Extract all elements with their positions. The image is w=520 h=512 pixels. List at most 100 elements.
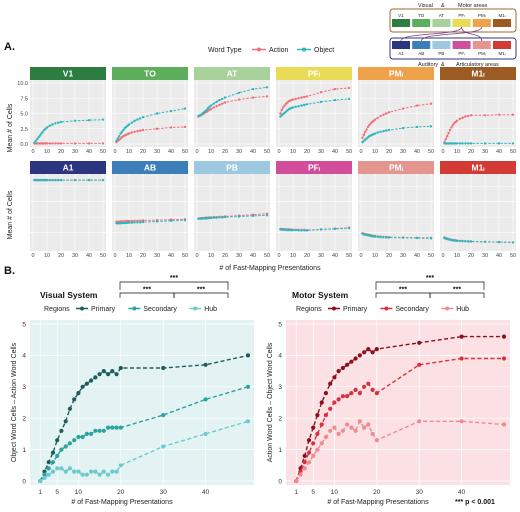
facet-line-action bbox=[116, 218, 186, 223]
facet-point-object bbox=[455, 239, 459, 243]
facet-point-object bbox=[183, 107, 187, 110]
panel-b-point-hub bbox=[42, 475, 47, 480]
facet-point-action bbox=[365, 128, 368, 131]
panel-b-legend-label-1: Secondary bbox=[143, 306, 177, 313]
facet-line-object bbox=[33, 119, 104, 144]
panel-b-point-primary bbox=[340, 365, 345, 371]
panel-b-point-secondary bbox=[118, 425, 123, 430]
panel-b-point-primary bbox=[417, 340, 422, 345]
panel-b-point-primary bbox=[97, 372, 102, 377]
facet-xtick: 50 bbox=[346, 149, 352, 155]
panel-b-point-primary bbox=[110, 369, 115, 374]
inset-label-bottom-5: M1ᵢ bbox=[499, 51, 506, 56]
facet-point-object bbox=[297, 229, 300, 232]
panel-b-point-hub bbox=[76, 469, 81, 474]
sig-bracket-left bbox=[375, 292, 431, 298]
facet-point-object bbox=[303, 103, 306, 107]
facet-point-object bbox=[401, 126, 405, 130]
facet-point-action bbox=[319, 91, 323, 94]
facet-point-action bbox=[483, 114, 487, 117]
facet-point-object bbox=[141, 220, 145, 224]
facet-point-object bbox=[237, 91, 241, 95]
facet-point-action bbox=[279, 112, 282, 115]
panel-b-point-secondary bbox=[63, 444, 68, 449]
facet-point-action bbox=[169, 126, 173, 129]
facet-point-action bbox=[101, 142, 105, 145]
facet-point-object bbox=[51, 123, 54, 126]
facet-point-object bbox=[415, 125, 419, 129]
inset-title-left: Visual bbox=[418, 3, 433, 9]
inset-label-bottom-3: PFᵢ bbox=[458, 51, 465, 56]
facet-xtick: 50 bbox=[264, 149, 270, 155]
facet-point-object bbox=[141, 116, 145, 119]
facet-xtick: 10 bbox=[126, 253, 132, 259]
facet-point-action bbox=[141, 128, 145, 132]
panel-b-legend-title-0: Regions bbox=[44, 306, 70, 313]
facet-xtick: 20 bbox=[304, 253, 310, 259]
panel-b-point-hub bbox=[84, 472, 89, 477]
facet-point-action bbox=[361, 136, 364, 140]
facet-point-object bbox=[319, 228, 323, 231]
panel-b-label: B. bbox=[4, 265, 15, 277]
facet-point-object bbox=[333, 98, 337, 102]
panel-b-xtick: 1 bbox=[38, 489, 42, 496]
facet-point-action bbox=[251, 96, 255, 99]
panel-b-point-secondary bbox=[302, 460, 307, 465]
inset-label-top-2: AT bbox=[439, 13, 445, 18]
facet-point-object bbox=[221, 97, 224, 101]
panel-b-point-secondary bbox=[93, 428, 98, 433]
panel-b-xlabel-0: # of Fast-Mapping Presentations bbox=[71, 499, 173, 506]
panel-b-point-secondary bbox=[370, 387, 375, 392]
panel-b-point-primary bbox=[501, 334, 507, 339]
legend-title-word-type: Word Type bbox=[208, 47, 242, 54]
panel-a-ylabel-bottom: Mean # of Cells bbox=[7, 190, 14, 239]
facet-point-action bbox=[218, 103, 221, 107]
facet-point-object bbox=[48, 178, 51, 182]
facet-xtick: 50 bbox=[264, 253, 270, 259]
panel-b-point-primary bbox=[366, 347, 371, 352]
panel-b-point-hub bbox=[315, 447, 320, 452]
inset-box-bottom-1 bbox=[412, 41, 431, 49]
facet-point-action bbox=[333, 87, 337, 91]
facet-plot-bg-11 bbox=[440, 174, 516, 251]
panel-b-point-hub bbox=[362, 425, 367, 430]
facet-point-object bbox=[469, 240, 473, 243]
facet-point-object bbox=[215, 216, 218, 219]
panel-b-point-hub bbox=[89, 469, 94, 474]
facet-strip-3 bbox=[276, 67, 352, 80]
facet-strip-7 bbox=[112, 161, 188, 174]
panel-b-point-primary bbox=[319, 400, 324, 405]
panel-b-point-primary bbox=[203, 362, 208, 367]
panel-b-point-primary bbox=[362, 350, 367, 355]
panel-b-point-hub bbox=[353, 428, 358, 433]
inset-title-amp: & bbox=[441, 3, 445, 9]
panel-b-legend-marker bbox=[132, 306, 137, 311]
panel-b-point-secondary bbox=[110, 425, 115, 430]
panel-b-point-secondary bbox=[332, 400, 337, 405]
facet-point-object bbox=[212, 216, 215, 219]
legend-object-label: Object bbox=[314, 47, 334, 54]
sig-stars-outer: *** bbox=[170, 275, 178, 282]
panel-b-point-primary bbox=[349, 359, 354, 364]
facet-point-object bbox=[237, 215, 241, 218]
panel-b-point-hub bbox=[114, 469, 119, 474]
inset-bottom-title-amp: & bbox=[441, 62, 445, 68]
facet-point-object bbox=[291, 228, 295, 232]
facet-title-10: PMᵢ bbox=[389, 163, 403, 173]
panel-b-point-hub bbox=[298, 472, 303, 477]
inset-box-top-2 bbox=[432, 19, 451, 27]
inset-box-top-3 bbox=[452, 19, 471, 27]
facet-point-action bbox=[221, 102, 224, 105]
panel-b-legend-label-0: Primary bbox=[343, 306, 368, 313]
panel-b-point-secondary bbox=[46, 466, 51, 471]
inset-label-top-3: PFₗ bbox=[458, 13, 465, 18]
facet-point-object bbox=[319, 100, 323, 104]
facet-point-object bbox=[54, 122, 57, 125]
facet-point-object bbox=[57, 178, 60, 182]
facet-xtick: 10 bbox=[454, 253, 460, 259]
panel-b-point-secondary bbox=[42, 472, 47, 477]
facet-point-action bbox=[223, 101, 227, 104]
sig-stars-right: *** bbox=[453, 287, 461, 294]
panel-b-ytick: 4 bbox=[22, 353, 26, 360]
facet-xtick: 40 bbox=[414, 253, 420, 259]
